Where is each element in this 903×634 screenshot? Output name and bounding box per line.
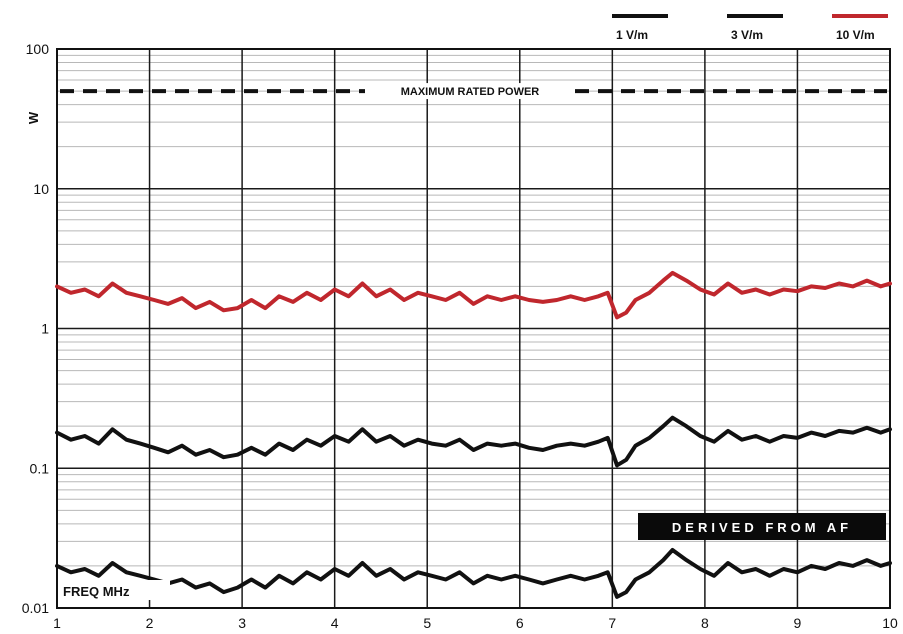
legend-label: 1 V/m — [616, 28, 648, 42]
y-axis-label: W — [26, 111, 41, 124]
series-line-1-v-m — [55, 548, 892, 599]
minor-grid — [57, 54, 890, 567]
annotation-box — [638, 513, 886, 540]
x-tick-label: 5 — [423, 615, 431, 631]
x-tick-label: 2 — [146, 615, 154, 631]
x-tick-label: 4 — [331, 615, 339, 631]
series-line-10-v-m — [55, 270, 892, 320]
series-lines — [55, 270, 892, 599]
x-tick-label: 1 — [53, 615, 61, 631]
plot-border — [56, 48, 891, 609]
legend-label: 3 V/m — [731, 28, 763, 42]
series-line-3-v-m — [55, 415, 892, 468]
y-tick-label: 0.01 — [22, 600, 49, 616]
y-tick-label: 10 — [33, 181, 49, 197]
x-tick-label: 9 — [794, 615, 802, 631]
plot-frame — [56, 48, 891, 609]
x-axis-label: FREQ MHz — [63, 584, 130, 599]
x-label-background — [60, 580, 170, 600]
derived-from-af-annotation: DERIVED FROM AF — [638, 513, 886, 540]
legend: 1 V/m 3 V/m 10 V/m — [612, 14, 888, 42]
max-rated-power-reference: MAXIMUM RATED POWER — [60, 83, 887, 100]
reference-label-background — [365, 83, 575, 100]
y-tick-label: 0.1 — [30, 460, 50, 476]
annotation-text: DERIVED FROM AF — [672, 520, 852, 535]
x-tick-label: 8 — [701, 615, 709, 631]
x-tick-labels: 1 2 3 4 5 6 7 8 9 10 — [53, 615, 898, 631]
x-tick-label: 3 — [238, 615, 246, 631]
x-tick-label: 10 — [882, 615, 898, 631]
reference-label: MAXIMUM RATED POWER — [401, 86, 540, 98]
legend-label: 10 V/m — [836, 28, 875, 42]
x-tick-label: 6 — [516, 615, 524, 631]
y-tick-label: 1 — [41, 321, 49, 337]
y-tick-labels: 100 10 1 0.1 0.01 — [22, 41, 49, 616]
x-tick-label: 7 — [608, 615, 616, 631]
y-tick-label: 100 — [26, 41, 50, 57]
